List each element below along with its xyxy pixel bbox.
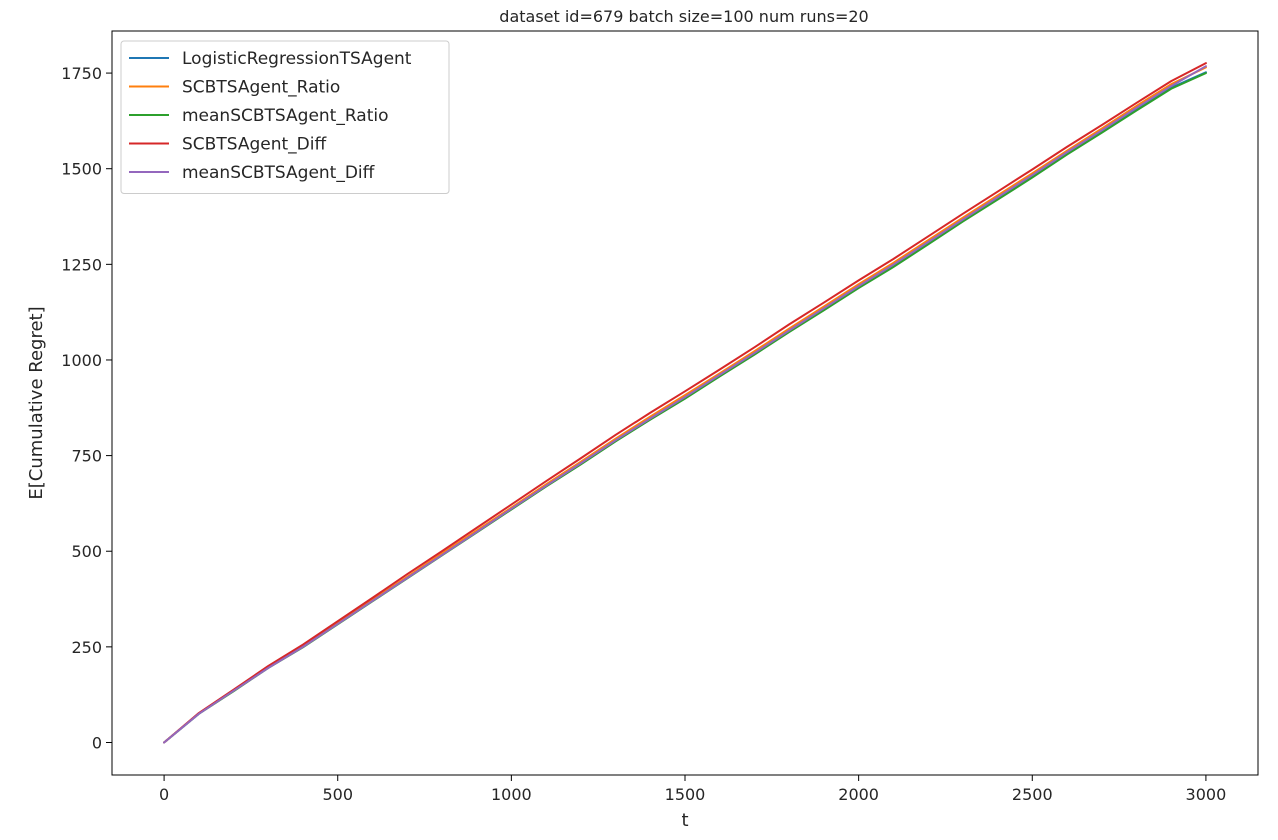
y-axis: 0 250 500 750 1000 1250 1500 1750 bbox=[61, 64, 112, 752]
x-axis: 0 500 1000 1500 2000 2500 3000 bbox=[159, 775, 1226, 804]
chart-title: dataset id=679 batch size=100 num runs=2… bbox=[499, 7, 868, 26]
x-tick-label: 500 bbox=[322, 785, 353, 804]
legend-label-4: meanSCBTSAgent_Diff bbox=[182, 163, 376, 183]
legend-label-3: SCBTSAgent_Diff bbox=[182, 135, 327, 155]
y-tick-label: 1750 bbox=[61, 64, 102, 83]
x-tick-label: 0 bbox=[159, 785, 169, 804]
x-tick-label: 3000 bbox=[1186, 785, 1227, 804]
y-tick-label: 250 bbox=[71, 638, 102, 657]
y-tick-label: 1500 bbox=[61, 160, 102, 179]
y-tick-label: 1000 bbox=[61, 351, 102, 370]
x-tick-label: 1500 bbox=[665, 785, 706, 804]
x-tick-label: 2000 bbox=[838, 785, 879, 804]
legend-label-1: SCBTSAgent_Ratio bbox=[182, 78, 340, 98]
series-line-3 bbox=[163, 62, 1207, 744]
y-tick-label: 500 bbox=[71, 542, 102, 561]
plot-area bbox=[163, 62, 1207, 744]
legend-box bbox=[120, 40, 450, 194]
x-axis-label: t bbox=[681, 810, 688, 831]
y-axis-label: E[Cumulative Regret] bbox=[26, 306, 47, 499]
legend-label-2: meanSCBTSAgent_Ratio bbox=[182, 106, 389, 126]
y-tick-label: 1250 bbox=[61, 255, 102, 274]
x-tick-label: 2500 bbox=[1012, 785, 1053, 804]
y-tick-label: 750 bbox=[71, 447, 102, 466]
legend-label-0: LogisticRegressionTSAgent bbox=[182, 49, 412, 69]
y-tick-label: 0 bbox=[92, 733, 102, 752]
x-tick-label: 1000 bbox=[491, 785, 532, 804]
legend: LogisticRegressionTSAgent SCBTSAgent_Rati… bbox=[120, 40, 450, 194]
series-line-4 bbox=[163, 65, 1207, 744]
